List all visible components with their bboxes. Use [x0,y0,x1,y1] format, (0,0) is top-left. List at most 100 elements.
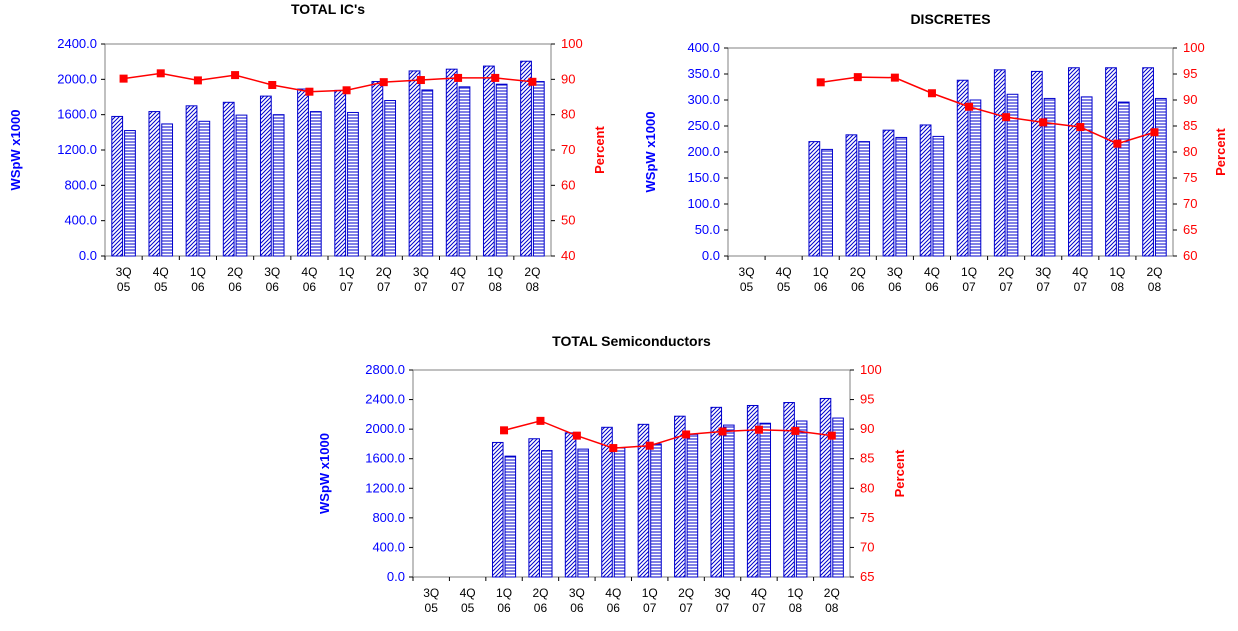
bar-diag [482,65,495,257]
y2-tick-label: 95 [860,392,874,407]
bar-horiz [235,114,248,257]
percent-marker [193,76,202,85]
x-tick-label: 05 [740,280,754,294]
x-tick-label: 06 [303,280,317,294]
x-tick-label: 07 [962,280,976,294]
chart-title: TOTAL Semiconductors [552,333,711,349]
y2-tick-label: 75 [1183,170,1197,185]
bar-diag [1030,70,1043,257]
x-tick-label: 4Q [450,265,466,279]
x-tick-label: 06 [191,280,205,294]
bar-diag [882,129,895,257]
x-tick-label: 08 [789,601,803,615]
percent-marker [890,73,899,82]
percent-marker [927,89,936,98]
bar-horiz [686,433,699,578]
bar-horiz [198,120,211,257]
x-tick-label: 4Q [460,586,476,600]
bar-horiz [309,111,322,257]
percent-marker [1150,128,1159,137]
percent-marker [342,86,351,95]
x-tick-label: 2Q [376,265,392,279]
y-tick-label: 1600.0 [365,451,405,466]
percent-marker [645,441,654,450]
bar-diag [371,81,384,257]
bar-diag [520,60,532,257]
bar-horiz [272,114,285,257]
bar-horiz [1080,96,1093,257]
bar-horiz [650,443,662,578]
x-tick-label: 4Q [153,265,169,279]
y2-tick-label: 70 [561,142,575,157]
x-tick-label: 06 [888,280,902,294]
bar-diag [993,69,1006,257]
x-tick-label: 1Q [961,265,977,279]
bar-horiz [932,135,945,257]
bar-diag [185,105,198,257]
bar-diag [808,141,821,257]
y-tick-label: 2400.0 [365,392,405,407]
percent-marker [827,431,836,440]
percent-marker [536,416,545,425]
x-tick-label: 08 [526,280,540,294]
y-tick-label: 1200.0 [57,142,97,157]
x-tick-label: 08 [1148,280,1162,294]
percent-marker [1002,113,1011,122]
bar-diag [564,432,577,578]
x-tick-label: 08 [1111,280,1125,294]
x-tick-label: 06 [228,280,242,294]
bar-diag [259,95,272,257]
x-tick-label: 4Q [924,265,940,279]
x-tick-label: 06 [925,280,939,294]
y2-tick-label: 90 [1183,92,1197,107]
percent-marker [853,73,862,82]
x-tick-label: 07 [377,280,391,294]
y2-tick-label: 85 [1183,118,1197,133]
x-tick-label: 06 [266,280,280,294]
bar-horiz [723,424,735,578]
percent-marker [816,78,825,87]
x-tick-label: 4Q [301,265,317,279]
x-tick-label: 2Q [1146,265,1162,279]
x-tick-label: 3Q [413,265,429,279]
y2-tick-label: 95 [1183,66,1197,81]
percent-marker [491,73,500,82]
percent-marker [682,430,691,439]
bar-horiz [759,422,772,578]
x-tick-label: 2Q [678,586,694,600]
bar-diag [601,426,613,578]
chart-1: TOTAL IC's 0.0 400.0 800.0 1200.0 1600.0 2000.… [8,1,607,294]
bar-horiz [540,450,553,578]
x-tick-label: 06 [534,601,548,615]
percent-marker [1039,118,1048,127]
bar-horiz [504,455,517,578]
bar-diag [1105,67,1117,257]
bar-diag [408,70,421,257]
y2-tick-label: 100 [860,362,882,377]
bar-horiz [347,111,359,257]
bar-horiz [421,89,434,257]
bar-horiz [577,448,589,578]
x-tick-label: 08 [825,601,839,615]
bar-diag [445,68,458,257]
bar-horiz [1117,101,1130,257]
x-tick-label: 07 [679,601,693,615]
y-axis-label: WSpW x1000 [8,110,23,191]
y-tick-label: 2400.0 [57,36,97,51]
y2-tick-label: 80 [1183,144,1197,159]
percent-marker [1113,139,1122,148]
bar-horiz [384,100,397,257]
chart-title: TOTAL IC's [291,1,365,17]
y-axis-label: WSpW x1000 [317,433,332,514]
bar-diag [1142,67,1154,257]
percent-marker [500,426,509,435]
x-tick-label: 06 [814,280,828,294]
x-tick-label: 1Q [487,265,503,279]
x-tick-label: 06 [851,280,865,294]
percent-marker [965,102,974,111]
y2-tick-label: 90 [561,71,575,86]
percent-marker [754,425,763,434]
bar-diag [710,406,723,578]
bar-horiz [1006,93,1019,257]
